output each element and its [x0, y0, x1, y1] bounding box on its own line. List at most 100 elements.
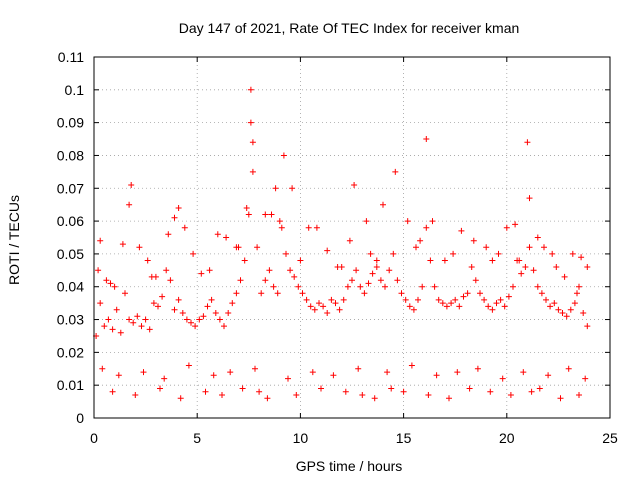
data-point	[580, 310, 587, 316]
data-point	[115, 372, 122, 379]
data-point	[450, 250, 457, 257]
data-point	[185, 362, 192, 369]
data-point	[309, 369, 316, 376]
data-point	[216, 316, 223, 323]
data-point	[576, 392, 582, 398]
data-point	[417, 237, 424, 244]
x-tick-label: 25	[602, 430, 618, 446]
data-point	[522, 264, 529, 270]
data-point	[99, 365, 106, 372]
data-point	[274, 290, 281, 297]
data-point	[249, 139, 256, 146]
data-point	[406, 303, 413, 310]
data-point	[454, 369, 461, 376]
data-point	[466, 385, 473, 392]
y-tick-label: 0.07	[57, 180, 84, 196]
data-point	[351, 182, 358, 188]
data-point	[380, 201, 386, 208]
data-point	[280, 152, 287, 159]
data-point	[109, 388, 116, 395]
data-point	[452, 296, 459, 303]
data-point	[342, 388, 349, 395]
data-point	[161, 375, 168, 382]
data-point	[528, 388, 535, 395]
data-point	[239, 385, 246, 392]
data-point	[448, 300, 455, 307]
data-point	[565, 365, 572, 372]
data-point	[518, 270, 525, 277]
data-point	[402, 296, 409, 303]
data-point	[433, 372, 440, 379]
data-point	[223, 234, 230, 241]
data-point	[227, 369, 234, 376]
data-point	[272, 185, 279, 192]
data-point	[200, 313, 207, 320]
data-point	[278, 224, 285, 231]
data-point	[373, 257, 380, 264]
data-point	[413, 244, 419, 251]
data-point	[338, 264, 345, 270]
data-point	[206, 267, 213, 274]
data-point	[107, 280, 114, 287]
data-point	[357, 283, 364, 290]
data-point	[117, 329, 124, 336]
data-point	[470, 237, 477, 244]
y-tick-label: 0.05	[57, 246, 84, 262]
data-point	[295, 283, 302, 290]
data-point	[258, 290, 265, 297]
data-point	[324, 310, 331, 316]
data-point	[423, 224, 430, 231]
data-point	[254, 244, 261, 251]
data-point	[241, 257, 248, 264]
data-point	[526, 244, 533, 251]
data-point	[536, 385, 543, 392]
y-tick-label: 0.11	[58, 49, 84, 65]
x-axis-label: GPS time / hours	[296, 458, 403, 474]
data-point	[175, 296, 182, 303]
data-point	[119, 241, 126, 248]
data-point	[268, 211, 275, 218]
data-point	[210, 372, 217, 379]
data-point	[481, 296, 488, 303]
x-tick-label: 10	[293, 430, 309, 446]
data-point	[202, 388, 209, 395]
data-point	[408, 362, 415, 369]
data-point	[235, 244, 242, 251]
data-point	[316, 300, 322, 307]
data-point	[311, 306, 318, 313]
axes: 0 0.01 0.02 0.03 0.04 0.05 0.06 0.07 0.08 0.09 0.1…	[57, 49, 618, 446]
data-point	[177, 395, 184, 402]
data-point	[427, 257, 434, 264]
data-point	[584, 264, 591, 270]
data-point	[237, 277, 244, 284]
data-point	[456, 303, 463, 310]
data-point	[270, 283, 277, 290]
data-point	[190, 250, 197, 257]
data-point	[247, 119, 254, 126]
data-point	[105, 316, 112, 323]
y-tick-label: 0.1	[65, 82, 85, 98]
data-point	[276, 218, 283, 225]
data-point	[266, 267, 273, 274]
data-point	[262, 211, 269, 218]
data-point	[477, 290, 483, 297]
data-point	[318, 385, 324, 392]
x-tick-label: 15	[396, 430, 412, 446]
y-tick-label: 0.09	[57, 115, 84, 131]
data-point	[262, 277, 269, 284]
data-point	[578, 254, 585, 261]
data-point	[571, 300, 578, 307]
data-point	[446, 395, 452, 402]
data-point	[510, 283, 516, 290]
data-point	[534, 283, 541, 290]
data-point	[320, 303, 327, 310]
data-point	[373, 264, 380, 270]
data-point	[382, 283, 388, 290]
data-point	[130, 319, 137, 326]
data-point	[553, 264, 560, 270]
scatter-points	[93, 86, 591, 402]
data-point	[419, 283, 426, 290]
data-point	[344, 283, 351, 290]
data-point	[336, 306, 343, 313]
